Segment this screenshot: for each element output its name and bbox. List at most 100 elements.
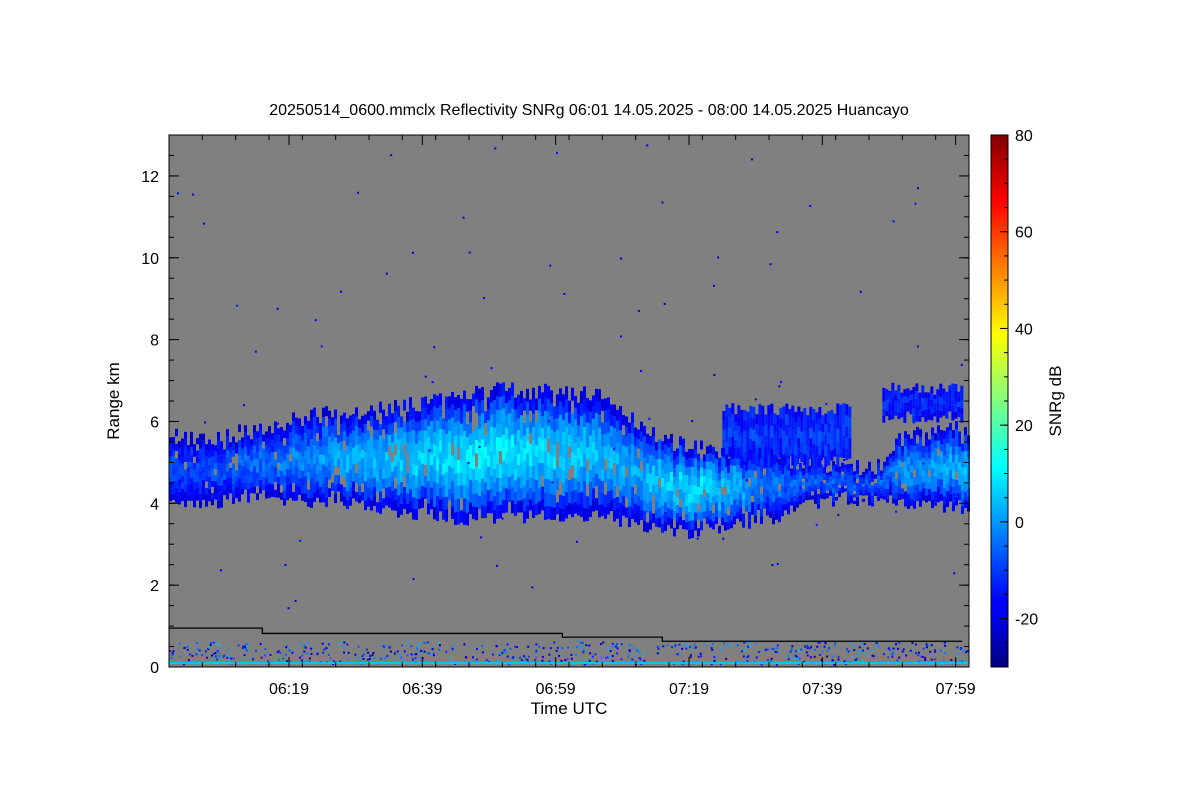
echo-cell <box>925 439 928 447</box>
echo-cell <box>514 409 517 422</box>
echo-cell <box>373 458 376 468</box>
echo-cell <box>256 451 259 459</box>
clutter-dot <box>216 649 219 652</box>
echo-cell <box>439 393 442 406</box>
echo-cell <box>307 437 310 447</box>
echo-cell <box>934 433 937 441</box>
echo-cell <box>772 487 775 495</box>
echo-cell <box>797 437 801 449</box>
echo-cell <box>775 505 778 513</box>
echo-cell <box>730 520 733 529</box>
echo-cell <box>412 407 415 419</box>
echo-cell <box>508 464 511 477</box>
clutter-dot <box>171 652 174 655</box>
echo-cell <box>289 424 292 433</box>
echo-cell <box>433 469 436 482</box>
echo-cell <box>304 467 307 477</box>
echo-cell <box>322 473 325 484</box>
clutter-dot <box>431 648 434 651</box>
clutter-dot <box>748 644 751 647</box>
echo-cell <box>349 469 352 479</box>
echo-cell <box>316 416 319 425</box>
echo-cell <box>610 468 613 480</box>
echo-cell <box>319 422 322 431</box>
echo-cell <box>942 404 946 411</box>
clutter-dot <box>594 653 597 656</box>
echo-cell <box>740 444 744 457</box>
echo-cell <box>391 442 394 453</box>
echo-cell <box>964 467 967 476</box>
echo-cell <box>730 480 733 489</box>
echo-cell <box>694 494 697 504</box>
echo-cell <box>913 438 916 447</box>
echo-cell <box>514 480 517 493</box>
y-tick-label: 10 <box>141 251 159 268</box>
echo-cell <box>430 487 433 499</box>
echo-cell <box>514 433 517 445</box>
clutter-boundary-line <box>169 627 963 642</box>
echo-cell <box>952 446 955 455</box>
echo-cell <box>880 492 883 496</box>
echo-cell <box>232 450 235 457</box>
clutter-dot <box>243 654 246 657</box>
echo-cell <box>871 471 874 475</box>
echo-cell <box>718 488 721 496</box>
echo-cell <box>247 455 250 463</box>
echo-cell <box>940 479 943 487</box>
echo-cell <box>817 484 820 490</box>
echo-cell <box>799 495 802 500</box>
echo-cell <box>400 481 403 493</box>
echo-cell <box>559 441 562 455</box>
echo-cell <box>430 421 433 433</box>
echo-cell <box>385 451 388 461</box>
echo-cell <box>715 465 718 474</box>
echo-cell <box>946 483 949 492</box>
echo-cell <box>667 473 670 483</box>
echo-cell <box>688 449 691 459</box>
echo-cell <box>460 473 463 486</box>
clutter-dot <box>191 654 194 657</box>
echo-cell <box>445 459 448 472</box>
echo-cell <box>809 448 813 460</box>
clutter-dot <box>875 642 878 645</box>
echo-cell <box>628 464 631 475</box>
echo-cell <box>652 465 655 476</box>
echo-cell <box>820 477 823 482</box>
clutter-dot <box>252 658 255 661</box>
clutter-dot <box>902 648 905 651</box>
noise-dot <box>696 537 699 540</box>
clutter-dot <box>871 649 874 652</box>
echo-cell <box>850 483 853 488</box>
echo-cell <box>937 479 940 487</box>
echo-cell <box>565 452 568 466</box>
clutter-dot <box>794 657 797 660</box>
echo-cell <box>223 469 226 475</box>
echo-cell <box>556 394 559 407</box>
echo-cell <box>406 493 409 504</box>
echo-cell <box>505 439 508 452</box>
echo-cell <box>313 416 316 427</box>
echo-cell <box>427 425 430 437</box>
echo-cell <box>418 430 421 441</box>
echo-cell <box>502 473 505 487</box>
echo-cell <box>910 438 913 446</box>
echo-cell <box>514 468 517 481</box>
echo-cell <box>904 431 907 439</box>
echo-cell <box>415 443 418 455</box>
echo-cell <box>823 496 826 500</box>
clutter-dot <box>241 647 244 650</box>
clutter-dot <box>588 644 591 647</box>
echo-cell <box>736 471 739 479</box>
echo-cell <box>193 444 196 451</box>
echo-cell <box>703 461 706 469</box>
echo-cell <box>764 446 768 457</box>
x-tick-label: 06:59 <box>536 681 576 698</box>
echo-cell <box>706 461 709 470</box>
clutter-dot <box>449 656 452 659</box>
echo-cell <box>808 492 811 497</box>
echo-cell <box>952 430 955 439</box>
echo-cell <box>943 463 946 472</box>
echo-cell <box>802 488 805 493</box>
echo-cell <box>205 456 208 463</box>
echo-cell <box>637 477 640 487</box>
